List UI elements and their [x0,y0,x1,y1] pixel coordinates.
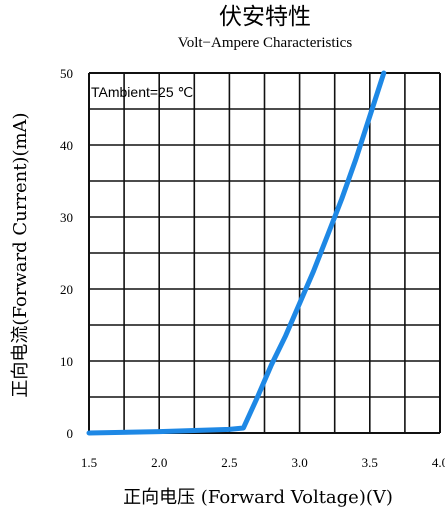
y-tick-labels: 0 10 20 30 40 50 [60,66,73,441]
annotation-ambient: TAmbient=25 ℃ [91,84,193,100]
x-tick-label: 2.5 [221,455,237,470]
x-tick-label: 3.0 [291,455,307,470]
y-tick-label: 20 [60,282,73,297]
y-tick-label: 0 [67,426,74,441]
x-tick-label: 3.5 [362,455,378,470]
chart-title: 伏安特性 [219,4,311,30]
y-axis-label: 正向电流(Forward Current)(mA) [10,112,31,397]
grid [88,72,441,434]
x-axis-label: 正向电压 (Forward Voltage)(V) [123,487,393,508]
y-tick-label: 50 [60,66,73,81]
x-tick-label: 2.0 [151,455,167,470]
x-tick-label: 1.5 [81,455,97,470]
x-tick-label: 4.0 [432,455,445,470]
chart-subtitle: Volt−Ampere Characteristics [178,35,353,51]
x-tick-labels: 1.5 2.0 2.5 3.0 3.5 4.0 [81,455,445,470]
y-tick-label: 10 [60,354,73,369]
y-tick-label: 40 [60,138,73,153]
y-tick-label: 30 [60,210,73,225]
series-line [86,70,387,436]
